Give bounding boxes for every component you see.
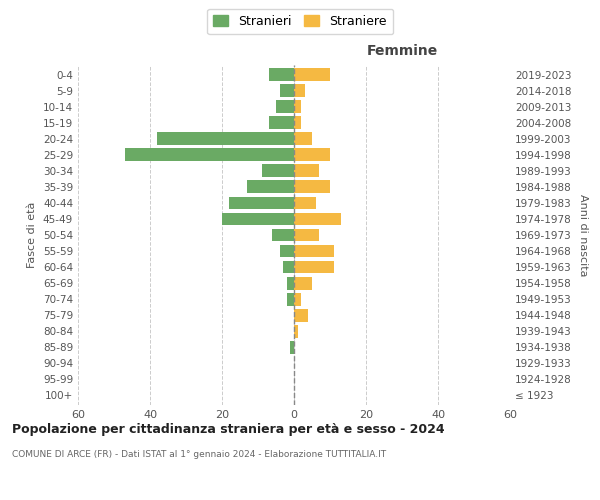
- Bar: [294, 100, 301, 113]
- Bar: [294, 116, 301, 129]
- Bar: [125, 148, 294, 161]
- Bar: [283, 260, 294, 274]
- Bar: [294, 244, 334, 258]
- Bar: [294, 228, 319, 241]
- Bar: [294, 309, 308, 322]
- Bar: [247, 180, 294, 194]
- Y-axis label: Anni di nascita: Anni di nascita: [578, 194, 588, 276]
- Text: COMUNE DI ARCE (FR) - Dati ISTAT al 1° gennaio 2024 - Elaborazione TUTTITALIA.IT: COMUNE DI ARCE (FR) - Dati ISTAT al 1° g…: [12, 450, 386, 459]
- Bar: [287, 292, 294, 306]
- Text: Femmine: Femmine: [367, 44, 437, 58]
- Bar: [280, 84, 294, 97]
- Bar: [294, 68, 330, 81]
- Bar: [276, 100, 294, 113]
- Bar: [280, 244, 294, 258]
- Bar: [294, 325, 298, 338]
- Bar: [294, 196, 316, 209]
- Bar: [294, 148, 330, 161]
- Y-axis label: Fasce di età: Fasce di età: [28, 202, 37, 268]
- Bar: [294, 212, 341, 226]
- Bar: [294, 164, 319, 177]
- Bar: [272, 228, 294, 241]
- Bar: [294, 260, 334, 274]
- Bar: [269, 116, 294, 129]
- Bar: [294, 180, 330, 194]
- Bar: [262, 164, 294, 177]
- Bar: [294, 276, 312, 289]
- Bar: [269, 68, 294, 81]
- Bar: [290, 341, 294, 353]
- Bar: [294, 132, 312, 145]
- Bar: [229, 196, 294, 209]
- Text: Popolazione per cittadinanza straniera per età e sesso - 2024: Popolazione per cittadinanza straniera p…: [12, 422, 445, 436]
- Legend: Stranieri, Straniere: Stranieri, Straniere: [207, 8, 393, 34]
- Bar: [222, 212, 294, 226]
- Bar: [294, 84, 305, 97]
- Bar: [294, 292, 301, 306]
- Bar: [157, 132, 294, 145]
- Bar: [287, 276, 294, 289]
